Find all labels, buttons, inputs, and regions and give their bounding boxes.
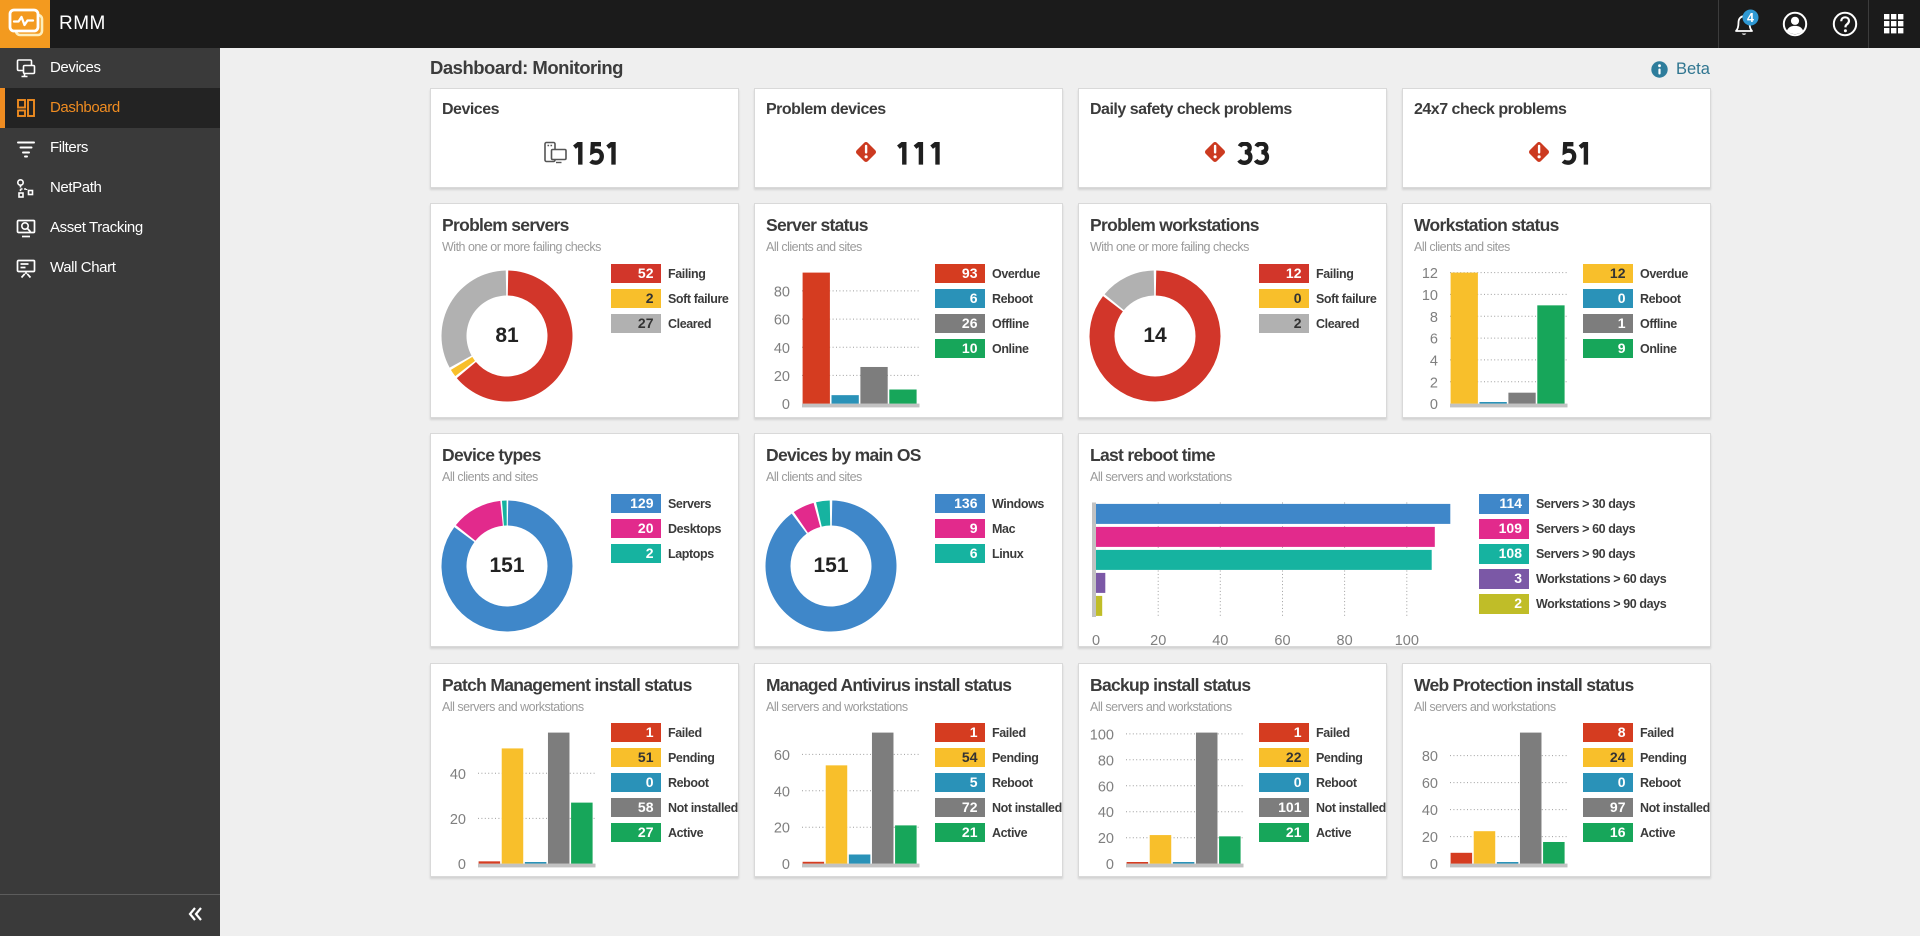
svg-text:0: 0 [782,397,790,413]
svg-text:0: 0 [782,857,790,873]
svg-text:0: 0 [458,857,466,873]
svg-text:20: 20 [1422,830,1438,846]
svg-text:6: 6 [1430,332,1438,348]
svg-text:4: 4 [1430,353,1438,369]
svg-text:60: 60 [1274,633,1290,648]
svg-text:100: 100 [1395,633,1419,648]
svg-text:12: 12 [1422,266,1438,282]
svg-text:60: 60 [774,313,790,329]
svg-text:80: 80 [774,284,790,300]
svg-text:60: 60 [774,748,790,764]
svg-text:0: 0 [1106,857,1114,873]
svg-text:80: 80 [1337,633,1353,648]
svg-text:20: 20 [450,812,466,828]
svg-text:0: 0 [1430,397,1438,413]
svg-text:80: 80 [1422,749,1438,765]
svg-text:80: 80 [1098,753,1114,769]
svg-text:8: 8 [1430,310,1438,326]
svg-text:20: 20 [1150,633,1166,648]
svg-text:40: 40 [1212,633,1228,648]
svg-text:0: 0 [1430,857,1438,873]
svg-text:60: 60 [1422,776,1438,792]
svg-text:40: 40 [450,767,466,783]
svg-text:40: 40 [1098,805,1114,821]
svg-text:20: 20 [774,369,790,385]
svg-text:10: 10 [1422,288,1438,304]
svg-text:100: 100 [1090,727,1114,743]
svg-text:40: 40 [774,784,790,800]
svg-text:0: 0 [1092,633,1100,648]
svg-text:20: 20 [774,821,790,837]
svg-text:20: 20 [1098,831,1114,847]
svg-text:40: 40 [1422,803,1438,819]
svg-text:40: 40 [774,341,790,357]
svg-text:2: 2 [1430,375,1438,391]
svg-text:4: 4 [1747,11,1754,25]
svg-text:60: 60 [1098,779,1114,795]
